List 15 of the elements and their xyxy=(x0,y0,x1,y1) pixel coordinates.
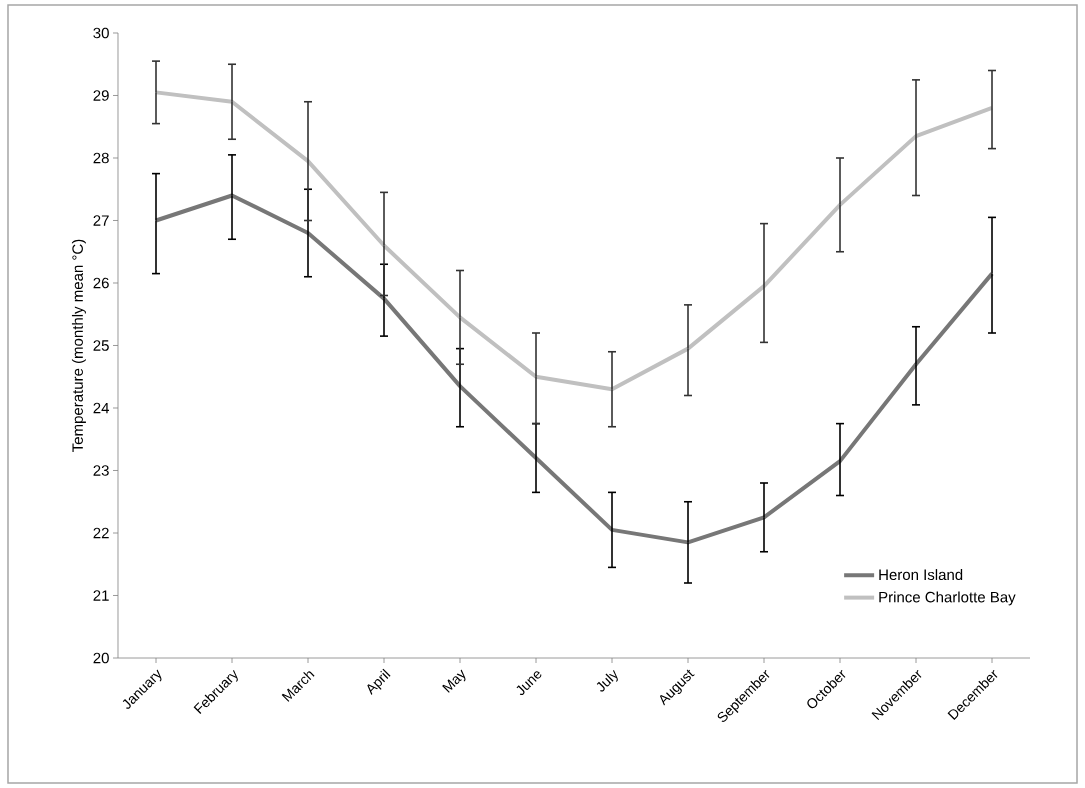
y-tick-label: 23 xyxy=(93,465,109,476)
y-tick-label: 26 xyxy=(93,277,109,289)
y-tick-label: 21 xyxy=(93,590,109,601)
y-tick-label: 27 xyxy=(93,215,109,226)
y-tick-label: 20 xyxy=(93,652,109,664)
legend-label: Prince Charlotte Bay xyxy=(879,591,1016,606)
y-tick-label: 30 xyxy=(93,27,109,39)
x-tick-label: July xyxy=(596,669,618,692)
legend-label: Heron Island xyxy=(879,569,963,581)
y-axis-title: Temperature (monthly mean °C) xyxy=(71,239,86,452)
y-tick-label: 25 xyxy=(93,340,109,351)
y-tick-label: 28 xyxy=(93,152,109,164)
y-tick-label: 24 xyxy=(93,402,110,414)
y-tick-label: 22 xyxy=(93,527,109,539)
y-tick-label: 29 xyxy=(93,90,109,101)
